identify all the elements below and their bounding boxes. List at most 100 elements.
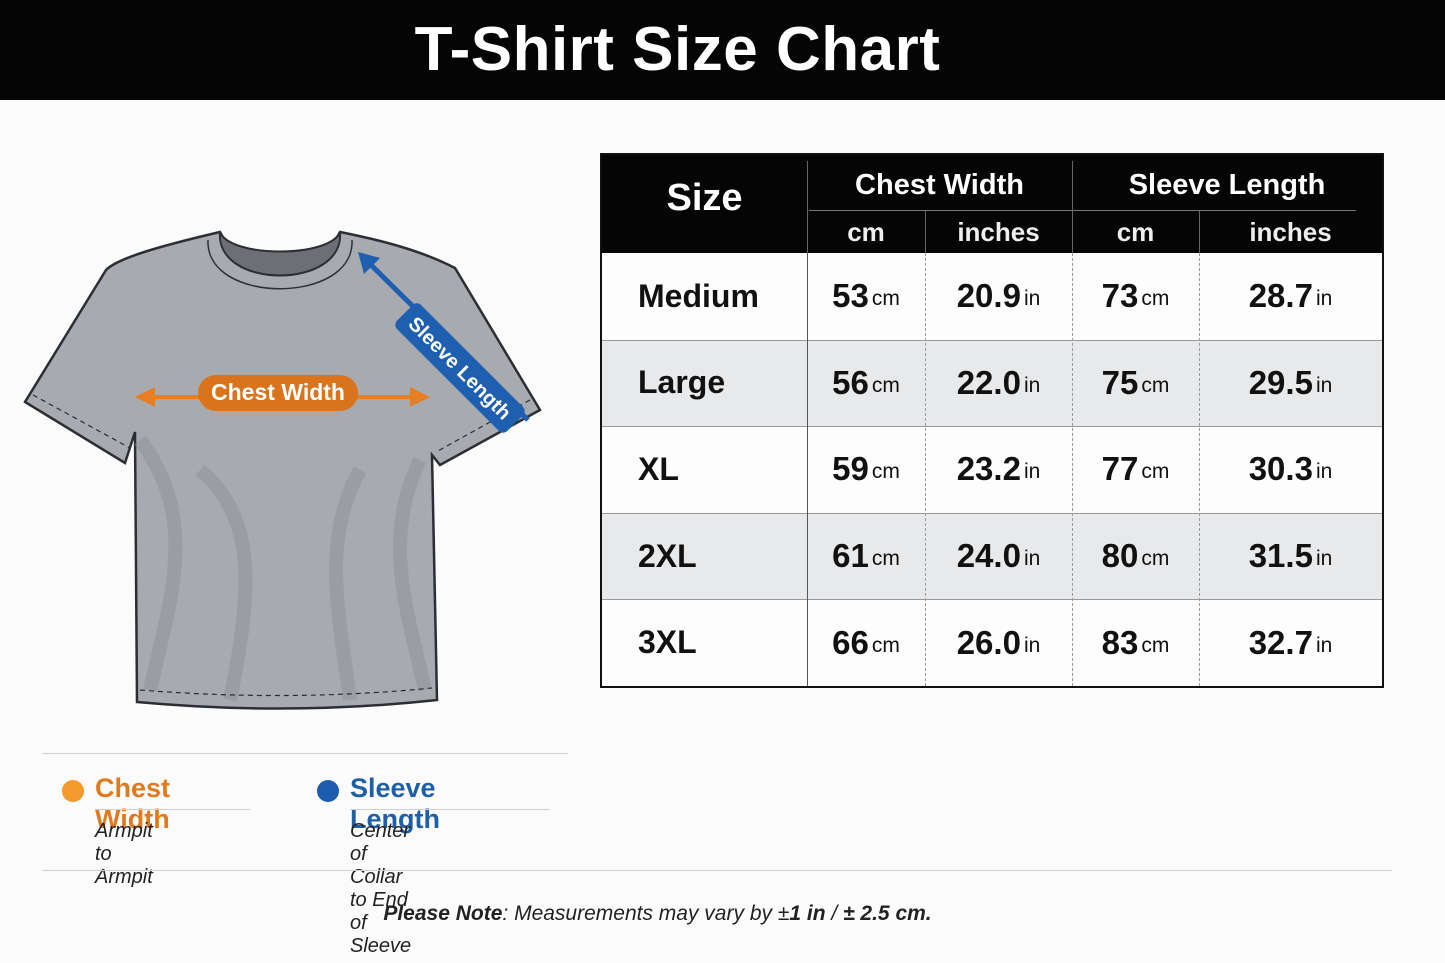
- sleeve-stitch: [32, 394, 531, 697]
- measure-unit: cm: [871, 460, 900, 484]
- measure-value: 53: [832, 277, 869, 315]
- measure-cell: 28.7 in: [1199, 253, 1382, 340]
- legend-dot: [317, 780, 339, 802]
- col-rule: [807, 253, 808, 686]
- measure-unit: in: [1023, 287, 1041, 311]
- measure-value: 61: [832, 537, 869, 575]
- header-bar: [0, 0, 1445, 100]
- row-rule: [602, 512, 1382, 514]
- measure-cell: 20.9 in: [925, 253, 1072, 340]
- unit-header: inches: [957, 217, 1040, 247]
- row-rule: [602, 339, 1382, 341]
- note-amount-in: 1 in: [789, 902, 826, 925]
- size-cell: XL: [638, 450, 679, 487]
- shirt-collar: [218, 231, 342, 277]
- row-bg: [602, 512, 1382, 600]
- measure-cell: 61 cm: [807, 513, 925, 600]
- page-title: T-Shirt Size Chart: [414, 15, 941, 84]
- measure-value: 26.0: [956, 623, 1021, 661]
- collar-stitch: [207, 239, 353, 290]
- measure-unit: cm: [1141, 460, 1170, 484]
- header-divider: [1199, 211, 1200, 253]
- divider: [42, 870, 1392, 871]
- measure-value: 66: [832, 623, 869, 661]
- legend-rule: [350, 809, 550, 810]
- measure-cell: 73 cm: [1072, 253, 1199, 340]
- header-divider: [807, 161, 808, 253]
- measure-value: 28.7: [1248, 277, 1313, 315]
- measure-value: 56: [832, 363, 869, 401]
- header-rule: [809, 210, 1074, 211]
- measure-unit: in: [1315, 547, 1333, 571]
- measure-unit: in: [1315, 460, 1333, 484]
- measure-cell: 30.3 in: [1199, 426, 1382, 513]
- col-dash: [925, 253, 926, 686]
- note-text: : Measurements may vary by ±: [502, 902, 790, 925]
- row-bg: [602, 599, 1382, 686]
- header-divider: [925, 211, 926, 253]
- measure-unit: cm: [1141, 633, 1170, 657]
- measure-unit: in: [1315, 633, 1333, 657]
- measure-cell: 75 cm: [1072, 340, 1199, 427]
- sleeve-pill: [395, 303, 525, 433]
- measure-unit: in: [1315, 287, 1333, 311]
- unit-header: cm: [847, 217, 885, 247]
- measure-unit: in: [1023, 373, 1041, 397]
- note-amount-cm: ± 2.5 cm.: [843, 902, 932, 925]
- note-separator: /: [825, 902, 844, 925]
- divider: [42, 753, 568, 754]
- measure-cell: 59 cm: [807, 426, 925, 513]
- note-label: Please Note: [383, 902, 503, 925]
- measure-cell: 32.7 in: [1199, 599, 1382, 686]
- measure-value: 75: [1101, 363, 1139, 401]
- unit-header: cm: [1116, 217, 1155, 247]
- measure-value: 29.5: [1248, 363, 1313, 401]
- measure-cell: 80 cm: [1072, 513, 1199, 600]
- row-bg: [602, 339, 1382, 427]
- measure-unit: cm: [871, 287, 900, 311]
- chest-label: Chest Width: [211, 379, 345, 405]
- group-header: Chest Width: [855, 169, 1024, 201]
- measure-unit: cm: [871, 547, 900, 571]
- unit-header: inches: [1249, 217, 1332, 247]
- chest-pill: [198, 375, 358, 411]
- measure-cell: 29.5 in: [1199, 340, 1382, 427]
- row-rule: [602, 426, 1382, 428]
- size-header: Size: [666, 177, 743, 219]
- header-rule: [1074, 210, 1356, 211]
- size-cell: 3XL: [638, 624, 697, 661]
- legend-rule: [95, 809, 250, 810]
- note: Please Note: Measurements may vary by ±1…: [0, 902, 1315, 926]
- size-cell: 2XL: [638, 537, 697, 574]
- measure-unit: cm: [1141, 287, 1170, 311]
- measure-unit: cm: [1141, 373, 1170, 397]
- row-bg: [602, 426, 1382, 513]
- measure-cell: 56 cm: [807, 340, 925, 427]
- measure-unit: in: [1315, 373, 1333, 397]
- measure-value: 80: [1101, 537, 1139, 575]
- legend-dot: [62, 780, 84, 802]
- group-header: Sleeve Length: [1128, 169, 1326, 201]
- measure-cell: 31.5 in: [1199, 513, 1382, 600]
- measure-value: 77: [1101, 450, 1139, 488]
- measure-cell: 26.0 in: [925, 599, 1072, 686]
- col-dash: [1072, 253, 1073, 686]
- measure-value: 59: [832, 450, 869, 488]
- table-header-bg: [602, 155, 1382, 253]
- shirt-body: [23, 230, 542, 710]
- measure-unit: in: [1023, 633, 1041, 657]
- measure-value: 31.5: [1248, 537, 1313, 575]
- measure-cell: 66 cm: [807, 599, 925, 686]
- measure-value: 30.3: [1248, 450, 1313, 488]
- measure-unit: in: [1023, 460, 1041, 484]
- measure-value: 83: [1101, 623, 1139, 661]
- size-cell: Large: [638, 364, 726, 401]
- measure-cell: 77 cm: [1072, 426, 1199, 513]
- size-table: Size Chest Width cm inches Sleeve Length cm in…: [600, 153, 1384, 688]
- tshirt-illustration: Chest Width Sleeve Length: [23, 230, 542, 710]
- measure-value: 24.0: [956, 537, 1021, 575]
- shirt-shading: [134, 435, 432, 702]
- size-cell: Medium: [638, 277, 759, 314]
- measure-unit: cm: [871, 373, 900, 397]
